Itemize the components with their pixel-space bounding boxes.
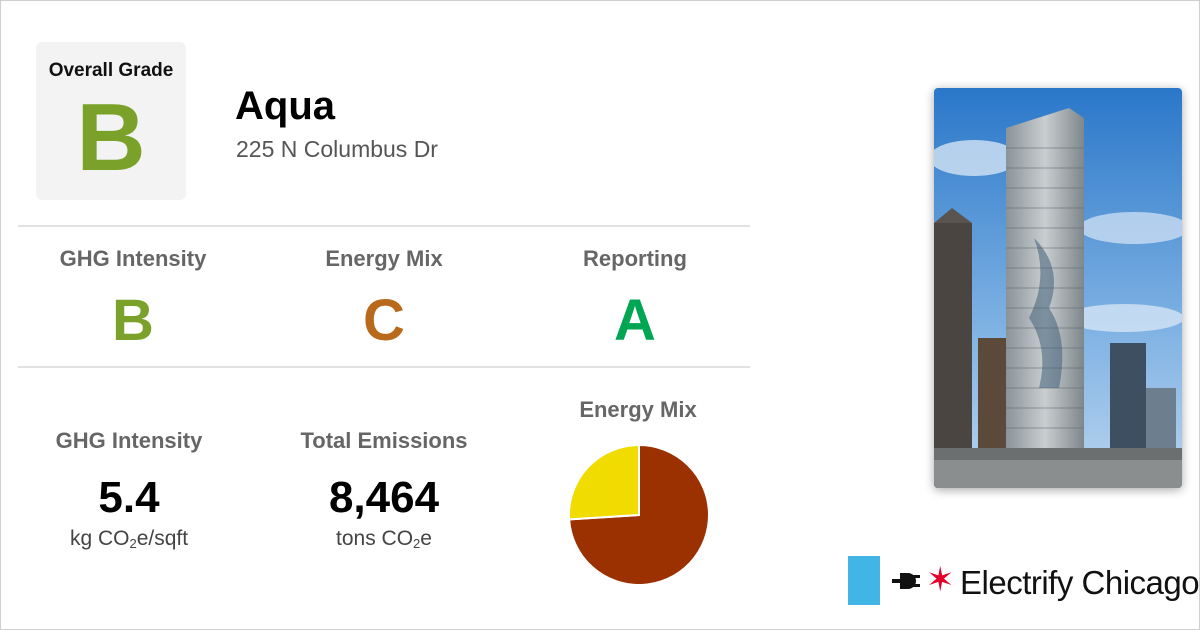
stat-label-total-emissions: Total Emissions	[300, 428, 468, 453]
grade-value-energy-mix: C	[363, 288, 405, 353]
logo-text: Electrify Chicago	[960, 564, 1200, 601]
chicago-star-icon: ✶	[926, 561, 955, 599]
logo-blue-bar	[848, 556, 880, 605]
grade-label-energy-mix: Energy Mix	[325, 246, 443, 271]
pie-chart-title: Energy Mix	[579, 397, 697, 422]
grade-value-ghg: B	[112, 288, 154, 353]
divider-bottom	[18, 366, 750, 368]
stat-unit-ghg-intensity: kg CO2e/sqft	[69, 527, 189, 551]
overall-grade-label: Overall Grade	[48, 60, 174, 81]
building-address: 225 N Columbus Dr	[236, 136, 438, 162]
plug-icon	[892, 573, 920, 589]
stat-label-ghg-intensity: GHG Intensity	[55, 428, 203, 453]
stat-value-total-emissions: 8,464	[328, 473, 440, 522]
overall-grade-box: Overall Grade B	[36, 42, 186, 200]
grade-label-reporting: Reporting	[583, 246, 687, 271]
grade-label-ghg: GHG Intensity	[59, 246, 207, 271]
building-name: Aqua	[235, 84, 335, 128]
stat-unit-total-emissions: tons CO2e	[336, 527, 432, 551]
grade-value-reporting: A	[614, 288, 656, 353]
energy-mix-pie-chart	[568, 443, 710, 586]
overall-grade-value: B	[76, 84, 146, 191]
electrify-chicago-logo: ✶ Electrify Chicago	[848, 556, 1200, 606]
building-photo	[934, 88, 1182, 488]
stat-value-ghg-intensity: 5.4	[98, 473, 160, 522]
pie-slice-1	[568, 443, 640, 521]
divider-top	[18, 225, 750, 227]
